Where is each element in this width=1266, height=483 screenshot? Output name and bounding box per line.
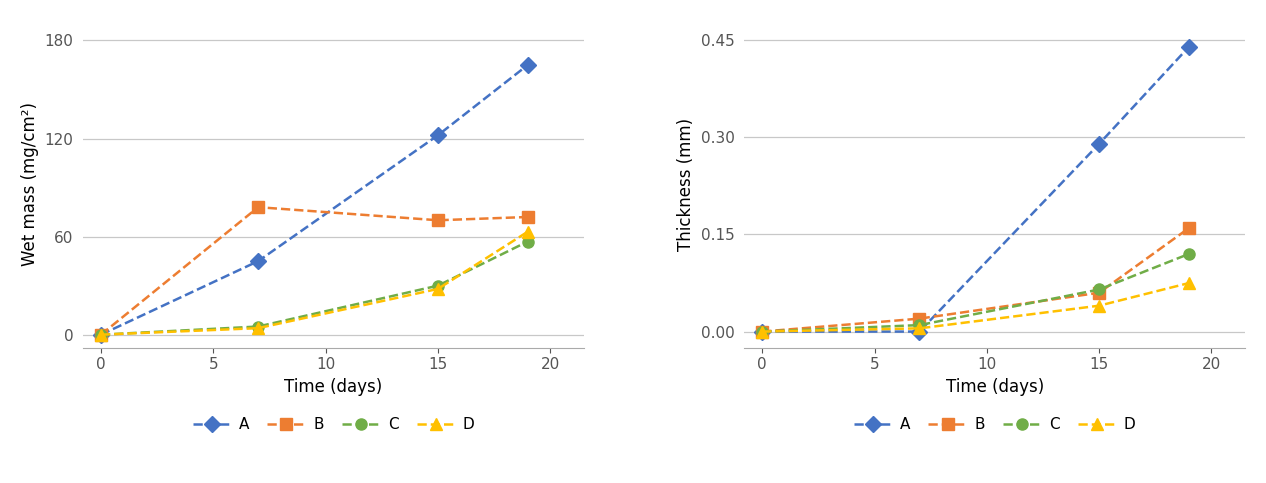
X-axis label: Time (days): Time (days) (285, 378, 382, 396)
Legend: A, B, C, D: A, B, C, D (848, 411, 1142, 438)
Y-axis label: Thickness (mm): Thickness (mm) (677, 118, 695, 251)
Y-axis label: Wet mass (mg/cm²): Wet mass (mg/cm²) (20, 102, 39, 266)
X-axis label: Time (days): Time (days) (946, 378, 1044, 396)
Legend: A, B, C, D: A, B, C, D (186, 411, 480, 438)
